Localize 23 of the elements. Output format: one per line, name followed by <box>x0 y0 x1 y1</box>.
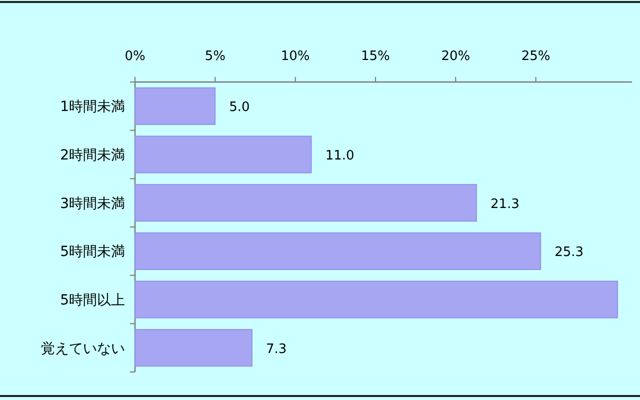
data-label: 21.3 <box>490 196 520 212</box>
bar <box>134 329 252 367</box>
data-label: 7.3 <box>266 342 287 357</box>
x-tick-label: 20% <box>441 49 470 64</box>
x-tick-label: 0% <box>124 49 146 64</box>
x-tick-label: 15% <box>361 49 390 64</box>
y-tick-label: 覚えていない <box>41 340 125 357</box>
y-tick-label: 2時間未満 <box>60 148 125 164</box>
bar <box>134 136 312 174</box>
bar <box>134 232 542 270</box>
x-tick-label: 25% <box>521 49 550 64</box>
bar <box>134 280 618 318</box>
data-label: 25.3 <box>554 245 584 260</box>
y-tick-label: 1時間未満 <box>60 99 125 116</box>
y-tick-label: 5時間以上 <box>60 292 125 308</box>
bar <box>134 87 216 125</box>
data-label: 5.0 <box>229 100 250 116</box>
x-tick-label: 5% <box>204 49 226 64</box>
x-tick-label: 10% <box>280 49 310 64</box>
bar <box>134 184 477 222</box>
y-tick-label: 5時間未満 <box>60 244 125 260</box>
y-tick-label: 3時間未満 <box>60 196 125 212</box>
data-label: 11.0 <box>325 148 354 164</box>
